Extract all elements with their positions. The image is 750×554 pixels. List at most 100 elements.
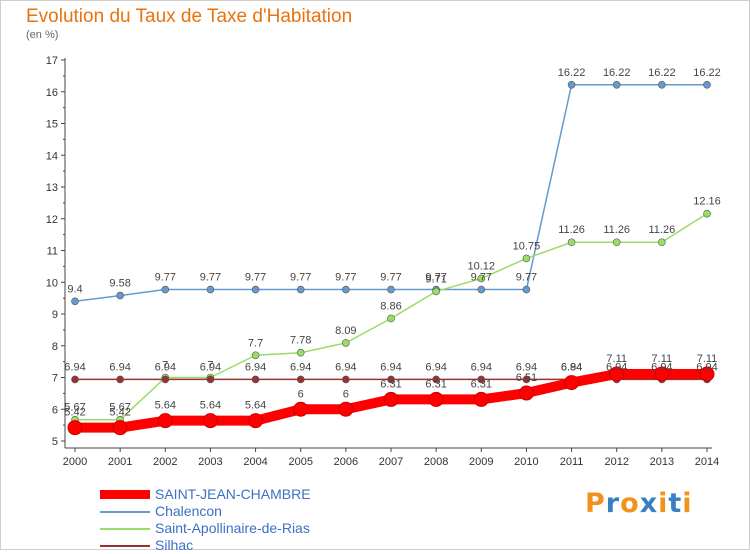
data-label: 9.77 bbox=[516, 272, 537, 284]
data-label: 7.7 bbox=[248, 337, 263, 349]
data-point bbox=[71, 297, 79, 306]
data-point bbox=[157, 413, 173, 429]
data-point bbox=[567, 238, 576, 247]
data-point bbox=[206, 375, 215, 384]
y-tick-label: 17 bbox=[46, 55, 58, 67]
data-label: 16.22 bbox=[648, 67, 676, 79]
x-tick-label: 2007 bbox=[379, 456, 403, 468]
data-label: 6.94 bbox=[290, 361, 311, 373]
y-tick-label: 10 bbox=[46, 277, 58, 289]
data-point bbox=[202, 413, 218, 429]
data-label: 9.77 bbox=[380, 272, 401, 284]
data-point bbox=[567, 80, 576, 89]
data-point bbox=[342, 339, 350, 347]
series-line bbox=[74, 84, 707, 303]
data-label: 5.64 bbox=[200, 400, 221, 412]
data-label: 10.12 bbox=[468, 260, 496, 272]
data-point bbox=[703, 80, 711, 89]
data-label: 5.42 bbox=[109, 407, 130, 419]
data-point bbox=[296, 375, 305, 384]
data-label: 7 bbox=[207, 360, 213, 372]
data-label: 9.77 bbox=[200, 272, 221, 284]
data-label: 7.11 bbox=[606, 353, 627, 365]
data-label: 7.11 bbox=[652, 353, 673, 365]
data-label: 7.78 bbox=[290, 335, 311, 347]
data-label: 6.94 bbox=[651, 361, 672, 373]
data-point bbox=[251, 285, 260, 294]
proxiti-logo: Proxiti bbox=[585, 488, 693, 519]
data-point bbox=[116, 291, 124, 300]
data-label: 16.22 bbox=[558, 67, 586, 79]
data-point bbox=[432, 375, 440, 384]
data-point bbox=[612, 238, 621, 247]
logo-letter: t bbox=[668, 488, 683, 519]
data-label: 5.64 bbox=[245, 400, 266, 412]
y-tick-label: 9 bbox=[52, 309, 58, 321]
data-label: 6.94 bbox=[109, 361, 130, 373]
y-tick-label: 14 bbox=[46, 150, 58, 162]
data-point bbox=[522, 285, 531, 294]
data-point bbox=[477, 285, 486, 294]
data-label: 9.71 bbox=[425, 273, 446, 285]
data-label: 6 bbox=[298, 388, 304, 400]
legend-label: SAINT-JEAN-CHAMBRE bbox=[155, 486, 311, 502]
data-label: 8.09 bbox=[335, 325, 356, 337]
legend-label: Silhac bbox=[155, 537, 194, 553]
data-point bbox=[248, 413, 264, 429]
x-tick-label: 2013 bbox=[650, 456, 674, 468]
data-label: 6.94 bbox=[380, 361, 401, 373]
data-point bbox=[432, 287, 440, 296]
legend-swatch bbox=[100, 490, 150, 499]
data-point bbox=[161, 375, 170, 384]
data-label: 6.94 bbox=[606, 361, 627, 373]
x-tick-label: 2008 bbox=[424, 456, 448, 468]
y-tick-label: 6 bbox=[52, 404, 58, 416]
data-label: 9.77 bbox=[155, 272, 176, 284]
x-tick-label: 2002 bbox=[153, 456, 177, 468]
data-point bbox=[612, 80, 621, 89]
logo-letter: i bbox=[658, 488, 669, 519]
data-label: 5.64 bbox=[155, 400, 176, 412]
data-labels: 9.4 9.589.77 9.77 9.77 9.77 9.77 9.77 9.77 9.77 9… bbox=[64, 67, 720, 419]
logo-letter: o bbox=[620, 488, 640, 519]
y-tick-label: 11 bbox=[47, 246, 58, 258]
data-point bbox=[703, 209, 711, 218]
data-point bbox=[338, 401, 354, 417]
data-point bbox=[71, 375, 79, 384]
data-label: 16.22 bbox=[603, 67, 631, 79]
data-point bbox=[654, 366, 670, 382]
data-label: 6.51 bbox=[516, 372, 537, 384]
data-label: 6.31 bbox=[471, 378, 492, 390]
data-point bbox=[383, 391, 399, 407]
x-tick-label: 2004 bbox=[243, 456, 267, 468]
data-label: 11.26 bbox=[603, 224, 630, 236]
data-label: 8.86 bbox=[380, 300, 401, 312]
data-point bbox=[522, 254, 531, 263]
data-label: 6.31 bbox=[380, 378, 401, 390]
y-tick-label: 8 bbox=[52, 341, 58, 353]
data-label: 5.67 bbox=[109, 402, 130, 414]
y-tick-label: 12 bbox=[46, 214, 58, 226]
data-label: 9.77 bbox=[425, 272, 446, 284]
data-point bbox=[428, 391, 444, 407]
data-label: 6.94 bbox=[696, 361, 717, 373]
y-tick-label: 13 bbox=[46, 182, 58, 194]
data-label: 6.94 bbox=[64, 361, 85, 373]
data-point bbox=[699, 366, 715, 382]
data-label: 6.94 bbox=[335, 361, 356, 373]
data-label: 5.67 bbox=[64, 402, 85, 414]
data-label: 7.11 bbox=[697, 353, 718, 365]
data-point bbox=[116, 375, 124, 384]
x-tick-label: 2001 bbox=[108, 456, 132, 468]
data-point bbox=[477, 274, 486, 283]
data-point bbox=[251, 375, 260, 384]
legend-swatch bbox=[100, 528, 150, 530]
data-point bbox=[477, 375, 486, 384]
data-label: 9.4 bbox=[67, 283, 82, 295]
data-label: 11.26 bbox=[648, 224, 675, 236]
data-label: 6.94 bbox=[471, 361, 492, 373]
logo-letter: i bbox=[682, 488, 693, 519]
data-label: 6.94 bbox=[200, 361, 221, 373]
data-label: 10.75 bbox=[513, 240, 541, 252]
